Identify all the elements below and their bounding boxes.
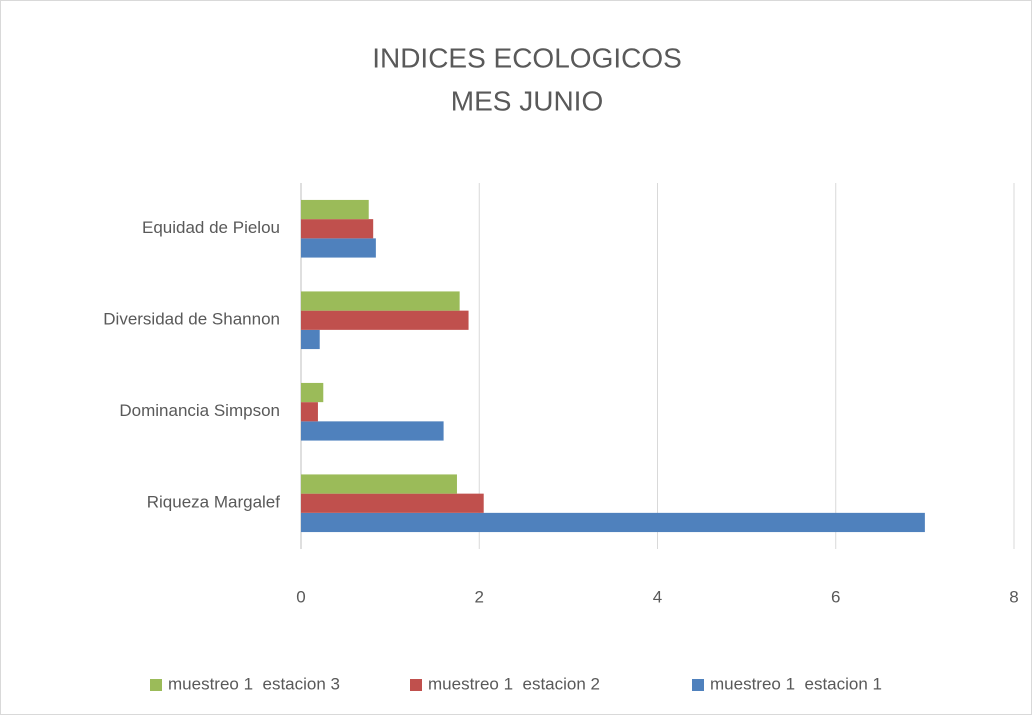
x-tick-label: 8: [1009, 587, 1018, 606]
bar: [301, 421, 444, 441]
x-tick-label: 4: [653, 587, 662, 606]
bar: [301, 512, 925, 533]
bar: [301, 474, 457, 494]
legend-label: muestreo 1 estacion 2: [428, 674, 600, 693]
legend-swatch: [150, 679, 162, 691]
legend-swatch: [692, 679, 704, 691]
legend-swatch: [410, 679, 422, 691]
bar: [301, 238, 376, 258]
x-tick-label: 2: [475, 587, 484, 606]
y-tick-label: Dominancia Simpson: [119, 401, 280, 420]
x-tick-label: 6: [831, 587, 840, 606]
y-tick-label: Diversidad de Shannon: [103, 310, 280, 329]
legend-label: muestreo 1 estacion 3: [168, 674, 340, 693]
bar: [301, 291, 460, 311]
bar: [301, 199, 369, 220]
chart-title: INDICES ECOLOGICOS: [372, 42, 682, 73]
bar: [301, 329, 320, 350]
x-tick-label: 0: [296, 587, 305, 606]
chart-title: MES JUNIO: [451, 85, 603, 116]
bar: [301, 219, 374, 239]
legend-label: muestreo 1 estacion 1: [710, 674, 882, 693]
bar: [301, 493, 484, 513]
y-tick-label: Equidad de Pielou: [142, 218, 280, 237]
bar: [301, 382, 324, 403]
bar: [301, 310, 469, 330]
bar: [301, 402, 318, 422]
y-tick-label: Riqueza Margalef: [147, 493, 281, 512]
